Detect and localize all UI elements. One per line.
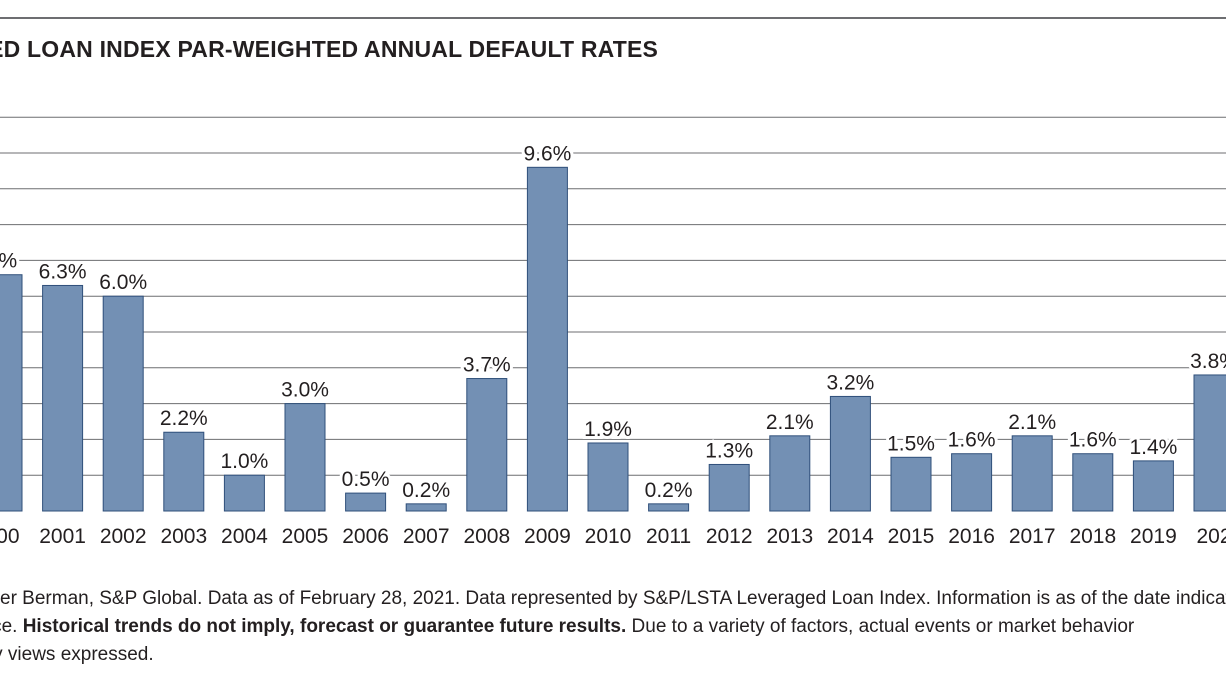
data-label-2014: 3.2% [826, 371, 874, 394]
footnote-disclaimer: Historical trends do not imply, forecast… [22, 616, 627, 637]
data-label-2003: 2.2% [160, 407, 208, 430]
bar-2009 [526, 166, 568, 512]
bar-2010 [587, 442, 629, 512]
bar-2012 [708, 463, 750, 512]
bar-2006 [345, 492, 387, 512]
bar-2001 [42, 284, 84, 512]
data-label-2004: 1.0% [220, 450, 268, 473]
bar-2008 [466, 378, 508, 512]
data-label-2015: 1.5% [887, 432, 935, 455]
x-tick-label-2006: 2006 [342, 525, 389, 548]
data-label-2012: 1.3% [705, 439, 753, 462]
data-label-2019: 1.4% [1129, 436, 1177, 459]
bar-2014 [829, 395, 871, 512]
footnote-line-2-start: otice. [0, 616, 18, 637]
x-tick-label-2014: 2014 [827, 525, 874, 548]
data-label-2013: 2.1% [766, 411, 814, 434]
bar-2011 [648, 503, 690, 512]
x-tick-label-2016: 2016 [948, 525, 995, 548]
bar-2019 [1132, 460, 1174, 512]
data-label-2005: 3.0% [281, 379, 329, 402]
bar-2016 [951, 453, 993, 512]
bar-chart: 6% 000 6.3% 2001 6.0% 2002 2.2% 2003 1.0% 2004 3.0… [0, 116, 1226, 548]
x-tick-label-2015: 2015 [888, 525, 935, 548]
bar-2020 [1193, 374, 1226, 512]
data-label-2018: 1.6% [1069, 429, 1117, 452]
x-tick-label-2007: 2007 [403, 525, 450, 548]
data-label-2011: 0.2% [645, 479, 693, 502]
bar-2002 [102, 295, 144, 512]
data-label-2017: 2.1% [1008, 411, 1056, 434]
footnote-line-2: otice. Historical trends do not imply, f… [0, 613, 1226, 641]
bar-2017 [1011, 435, 1053, 512]
footnote-line-1: er Berman, S&P Global. Data as of Februa… [0, 588, 1226, 609]
footnote-line-2-end: Due to a variety of factors, actual even… [626, 616, 1135, 637]
data-label-2010: 1.9% [584, 418, 632, 441]
x-tick-label-2001: 2001 [39, 525, 86, 548]
data-label-2000: 6% [0, 250, 17, 273]
bar-2015 [890, 456, 932, 512]
bar-2005 [284, 403, 326, 512]
bar-2018 [1072, 453, 1114, 512]
bar-2000 [0, 274, 23, 512]
data-label-2020: 3.8% [1190, 350, 1226, 373]
x-tick-label-2018: 2018 [1069, 525, 1116, 548]
chart-title-text: GED LOAN INDEX PAR-WEIGHTED ANNUAL DEFAU… [0, 36, 659, 62]
x-tick-label-2000: 000 [0, 525, 20, 548]
bar-2004 [223, 474, 265, 512]
x-tick-label-2012: 2012 [706, 525, 753, 548]
data-label-2007: 0.2% [402, 479, 450, 502]
bar-2007 [405, 503, 447, 512]
data-label-2016: 1.6% [948, 429, 996, 452]
x-tick-label-2017: 2017 [1009, 525, 1056, 548]
bar-2003 [163, 431, 205, 512]
data-label-2008: 3.7% [463, 354, 511, 377]
data-label-2002: 6.0% [99, 271, 147, 294]
x-tick-label-2005: 2005 [282, 525, 329, 548]
chart-title: GED LOAN INDEX PAR-WEIGHTED ANNUAL DEFAU… [0, 36, 658, 63]
x-tick-label-2003: 2003 [160, 525, 207, 548]
x-tick-label-2002: 2002 [100, 525, 147, 548]
data-label-2006: 0.5% [342, 468, 390, 491]
x-tick-label-2009: 2009 [524, 525, 571, 548]
x-tick-label-2019: 2019 [1130, 525, 1177, 548]
x-tick-label-2008: 2008 [463, 525, 510, 548]
x-tick-label-2020: 202 [1196, 525, 1226, 548]
top-rule [0, 17, 1226, 19]
x-tick-label-2013: 2013 [766, 525, 813, 548]
data-label-2001: 6.3% [39, 260, 87, 283]
x-tick-label-2011: 2011 [646, 525, 691, 548]
x-tick-label-2004: 2004 [221, 525, 268, 548]
x-tick-label-2010: 2010 [585, 525, 632, 548]
footnote: er Berman, S&P Global. Data as of Februa… [0, 585, 1226, 669]
footnote-line-3: any views expressed. [0, 644, 154, 665]
bar-2013 [769, 435, 811, 512]
data-label-2009: 9.6% [523, 142, 571, 165]
